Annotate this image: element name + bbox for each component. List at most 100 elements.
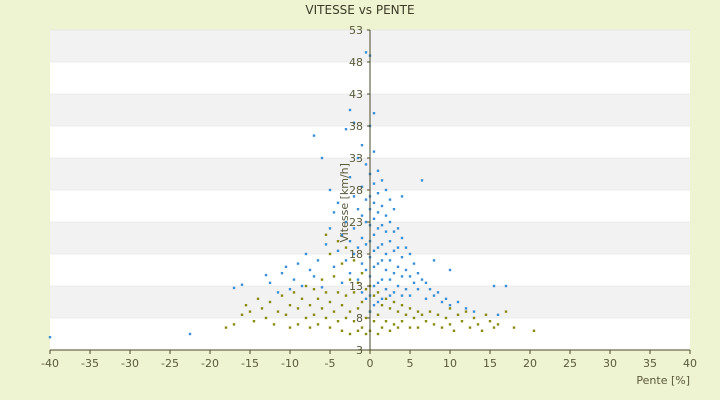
- x-tick-label: 25: [563, 357, 577, 370]
- data-point-blue: [396, 246, 400, 249]
- data-point-blue: [380, 179, 384, 182]
- data-point-blue: [364, 51, 368, 54]
- data-point-blue: [400, 195, 404, 198]
- y-tick-label: 3: [356, 344, 363, 357]
- data-point-olive: [364, 288, 368, 291]
- data-point-olive: [316, 323, 320, 326]
- data-point-olive: [364, 332, 368, 336]
- data-point-blue: [384, 252, 388, 256]
- data-point-olive: [532, 329, 536, 332]
- data-point-olive: [376, 313, 380, 316]
- data-point-blue: [348, 176, 352, 179]
- data-point-blue: [364, 163, 368, 166]
- data-point-olive: [328, 326, 332, 329]
- data-point-blue: [376, 192, 380, 195]
- data-point-blue: [332, 265, 336, 268]
- data-point-olive: [344, 316, 348, 320]
- x-tick-label: -25: [161, 357, 179, 370]
- data-point-blue: [504, 284, 508, 288]
- data-point-olive: [284, 313, 288, 316]
- data-point-blue: [444, 297, 448, 300]
- data-point-olive: [268, 300, 272, 304]
- data-point-olive: [388, 307, 392, 310]
- x-tick-label: -35: [81, 357, 99, 370]
- data-point-olive: [320, 307, 324, 310]
- data-point-olive: [312, 313, 316, 316]
- data-point-blue: [300, 284, 304, 288]
- data-point-blue: [364, 198, 368, 201]
- data-point-olive: [292, 291, 296, 294]
- data-point-olive: [492, 326, 496, 329]
- data-point-blue: [440, 300, 444, 304]
- data-point-blue: [380, 243, 384, 246]
- data-point-olive: [344, 246, 348, 249]
- data-point-olive: [348, 310, 352, 313]
- data-point-olive: [356, 281, 360, 284]
- data-point-blue: [376, 227, 380, 230]
- data-point-olive: [280, 294, 284, 297]
- data-point-olive: [348, 332, 352, 336]
- data-point-blue: [340, 233, 344, 236]
- data-point-olive: [440, 326, 444, 329]
- data-point-blue: [328, 227, 332, 230]
- data-point-olive: [376, 332, 380, 336]
- data-point-blue: [380, 224, 384, 227]
- data-point-olive: [512, 326, 516, 329]
- data-point-olive: [348, 278, 352, 281]
- data-point-blue: [464, 307, 468, 310]
- data-point-olive: [324, 291, 328, 294]
- data-point-blue: [372, 284, 376, 288]
- data-point-blue: [348, 240, 352, 243]
- x-tick-label: 30: [603, 357, 617, 370]
- data-point-olive: [340, 262, 344, 265]
- data-point-blue: [432, 294, 436, 297]
- data-point-olive: [372, 320, 376, 323]
- data-point-olive: [248, 310, 252, 313]
- data-point-blue: [400, 236, 404, 240]
- data-point-olive: [392, 323, 396, 326]
- data-point-olive: [420, 313, 424, 316]
- x-tick-label: 10: [443, 357, 457, 370]
- data-point-olive: [312, 288, 316, 291]
- data-point-blue: [308, 268, 312, 272]
- data-point-olive: [392, 300, 396, 304]
- x-tick-label: -10: [281, 357, 299, 370]
- data-point-blue: [340, 281, 344, 284]
- data-point-blue: [496, 313, 500, 316]
- data-point-blue: [264, 273, 268, 277]
- data-point-olive: [332, 275, 336, 278]
- x-tick-label: 20: [523, 357, 537, 370]
- data-point-blue: [344, 220, 348, 224]
- data-point-olive: [400, 304, 404, 307]
- data-point-blue: [364, 243, 368, 246]
- data-point-olive: [472, 316, 476, 320]
- data-point-olive: [416, 326, 420, 329]
- data-point-olive: [328, 252, 332, 256]
- data-point-blue: [376, 262, 380, 265]
- data-point-olive: [408, 326, 412, 329]
- data-point-olive: [340, 329, 344, 332]
- data-point-blue: [384, 214, 388, 217]
- data-point-blue: [388, 278, 392, 281]
- data-point-blue: [364, 220, 368, 224]
- data-point-olive: [288, 326, 292, 329]
- data-point-blue: [392, 249, 396, 252]
- data-point-blue: [288, 288, 292, 291]
- data-point-blue: [400, 275, 404, 278]
- data-point-olive: [456, 313, 460, 316]
- data-point-olive: [324, 233, 328, 236]
- x-tick-label: 5: [407, 357, 414, 370]
- data-point-olive: [444, 316, 448, 320]
- data-point-blue: [372, 182, 376, 185]
- data-point-olive: [384, 320, 388, 323]
- data-point-blue: [420, 278, 424, 281]
- data-point-blue: [360, 291, 364, 294]
- data-point-olive: [380, 326, 384, 329]
- data-point-blue: [376, 281, 380, 284]
- data-point-olive: [300, 297, 304, 300]
- data-point-blue: [420, 179, 424, 182]
- x-tick-label: -15: [241, 357, 259, 370]
- data-point-blue: [296, 262, 300, 265]
- data-point-olive: [356, 307, 360, 310]
